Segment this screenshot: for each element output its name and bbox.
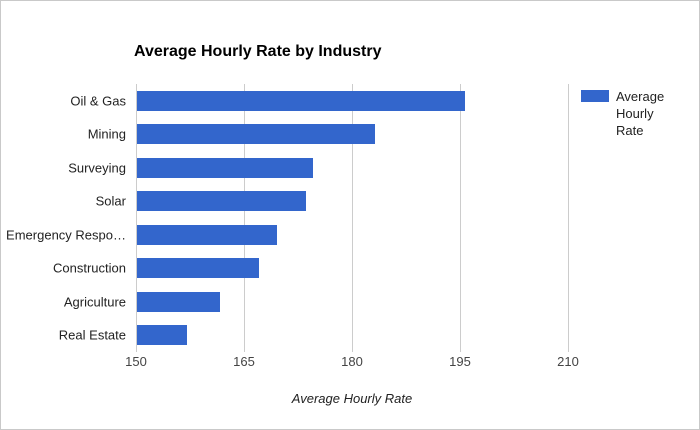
legend-swatch [581,90,609,102]
x-tick-label: 150 [125,354,147,369]
category-label: Agriculture [63,294,126,310]
x-tick-label: 165 [233,354,255,369]
bar-construction[interactable] [137,258,260,279]
legend-label: Average Hourly Rate [616,89,665,138]
gridline [568,84,569,352]
x-tick-label: 195 [449,354,471,369]
chart-title: Average Hourly Rate by Industry [134,43,382,60]
bar-emergency-respo[interactable] [137,224,278,245]
bar-agriculture[interactable] [137,291,220,312]
category-label: Construction [53,260,126,276]
x-tick-label: 180 [341,354,363,369]
gridline [352,84,353,352]
gridline [244,84,245,352]
category-label: Real Estate [58,327,126,343]
gridline [460,84,461,352]
legend: Average Hourly Rate [581,88,678,139]
x-axis-title: Average Hourly Rate [291,391,413,406]
plot-area [136,84,569,352]
category-label: Solar [95,193,126,209]
bar-surveying[interactable] [137,157,314,178]
gridline [136,84,137,352]
bar-solar[interactable] [137,191,307,212]
x-tick-label: 210 [557,354,579,369]
category-label: Oil & Gas [70,93,126,109]
bar-oil-gas[interactable] [137,90,465,111]
bar-real-estate[interactable] [137,325,188,346]
category-label: Surveying [68,160,126,176]
bar-mining[interactable] [137,124,375,145]
category-label: Emergency Respo… [6,227,126,243]
category-label: Mining [87,126,126,142]
